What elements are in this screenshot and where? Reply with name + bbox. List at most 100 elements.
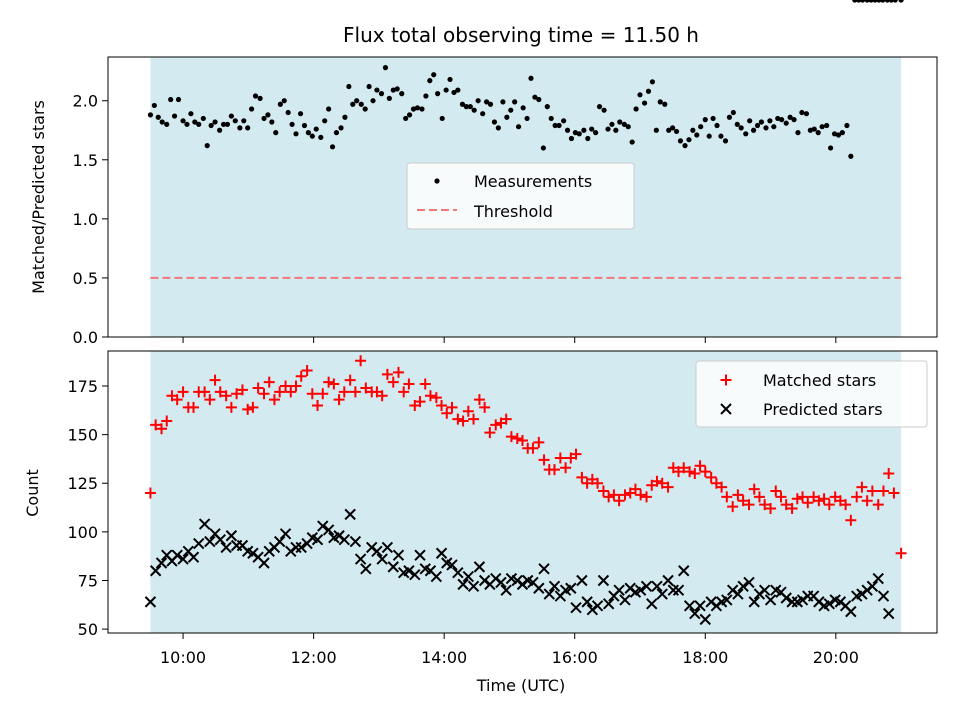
matched-star-point [656,477,668,489]
measurement-point [289,121,295,127]
y-tick-label: 2.0 [73,92,98,111]
measurement-point [228,113,234,119]
matched-star-point [727,501,739,513]
measurement-point [666,127,672,133]
measurement-point [754,122,761,129]
measurement-point [427,78,433,84]
y-tick-label: 150 [67,426,98,445]
measurement-point [491,119,498,125]
measurement-point [394,86,400,92]
predicted-star-point [295,541,307,554]
counts-y-axis-label: Count [23,469,42,517]
matched-star-point [290,380,302,392]
x-tick-label: 20:00 [813,648,859,667]
measurement-point [738,125,744,131]
measurement-point [273,130,279,136]
matched-star-point [608,489,620,501]
y-tick-label: 175 [67,377,98,396]
matched-star-point [209,374,221,386]
measurement-point [168,96,174,103]
measurement-point [439,115,445,122]
matched-star-point [441,407,453,419]
measurement-point [686,137,692,143]
predicted-star-point [273,535,286,548]
x-tick-label: 14:00 [421,648,467,667]
matched-star-point [188,401,200,413]
measurement-point [366,83,372,90]
measurement-point [487,101,494,107]
matched-star-point [338,386,350,398]
measurement-point [734,121,740,127]
measurement-point [898,0,904,3]
measurement-point [419,106,425,112]
matched-star-point [161,415,173,427]
measurement-point [605,126,611,132]
measurement-point [403,115,409,122]
matched-star-point [220,390,232,402]
measurement-point [515,124,522,130]
matched-star-point [560,462,572,474]
predicted-star-point [290,541,302,554]
predicted-star-point [581,596,593,608]
matched-star-point [462,405,474,417]
matched-star-point [505,431,517,443]
matched-star-point [323,376,335,388]
legend-label-threshold: Threshold [473,202,553,221]
measurement-point [824,122,830,129]
matched-star-point [840,499,852,511]
matched-star-point [242,403,254,415]
predicted-star-point [748,596,760,608]
predicted-star-point [435,547,448,559]
matched-star-point [392,366,404,378]
matched-star-point [775,491,787,503]
measurement-point [232,118,238,124]
measurement-point [382,65,389,71]
matched-star-point [484,427,496,439]
measurement-point [358,101,364,107]
measurement-point [662,101,668,107]
matched-star-point [851,491,863,503]
matched-star-point [333,394,345,406]
predicted-star-point [672,584,685,596]
predicted-star-point [214,533,226,546]
predicted-star-point [462,570,475,583]
matched-star-point [538,454,550,466]
measurement-point [147,112,154,118]
matched-star-point [295,370,307,382]
legend-label-predicted: Predicted stars [763,400,883,419]
measurement-point [844,122,850,129]
predicted-star-point [220,541,232,554]
predicted-star-point [683,600,696,612]
measurement-point [269,119,275,125]
legend-label-matched: Matched stars [763,371,876,390]
matched-star-point [214,386,226,398]
matched-star-point [813,495,825,507]
predicted-star-point [591,600,604,612]
matched-star-point [479,401,491,413]
measurement-point [374,87,380,93]
matched-star-point [247,401,259,413]
measurement-point [451,89,457,96]
measurement-point [803,111,810,117]
predicted-star-point [381,541,394,554]
measurement-point [257,95,263,101]
matched-star-point [150,419,162,431]
matched-star-point [381,368,393,380]
matched-star-point [770,485,782,497]
measurement-point [338,125,344,131]
measurement-point [811,126,817,132]
measurement-point [196,121,202,127]
matched-star-point [823,499,835,511]
predicted-star-point [473,561,486,573]
measurement-point [775,115,781,122]
measurement-point [390,87,396,93]
measurement-point [601,107,607,113]
matched-star-point [705,471,717,483]
measurement-point [305,130,311,136]
measurement-point [447,76,453,83]
predicted-star-point [349,535,362,548]
measurement-point [342,114,348,120]
predicted-star-point [732,588,744,600]
x-axis-ticks: 10:00 12:00 14:00 16:00 18:00 20:00 [160,648,859,667]
measurement-point [329,144,336,150]
